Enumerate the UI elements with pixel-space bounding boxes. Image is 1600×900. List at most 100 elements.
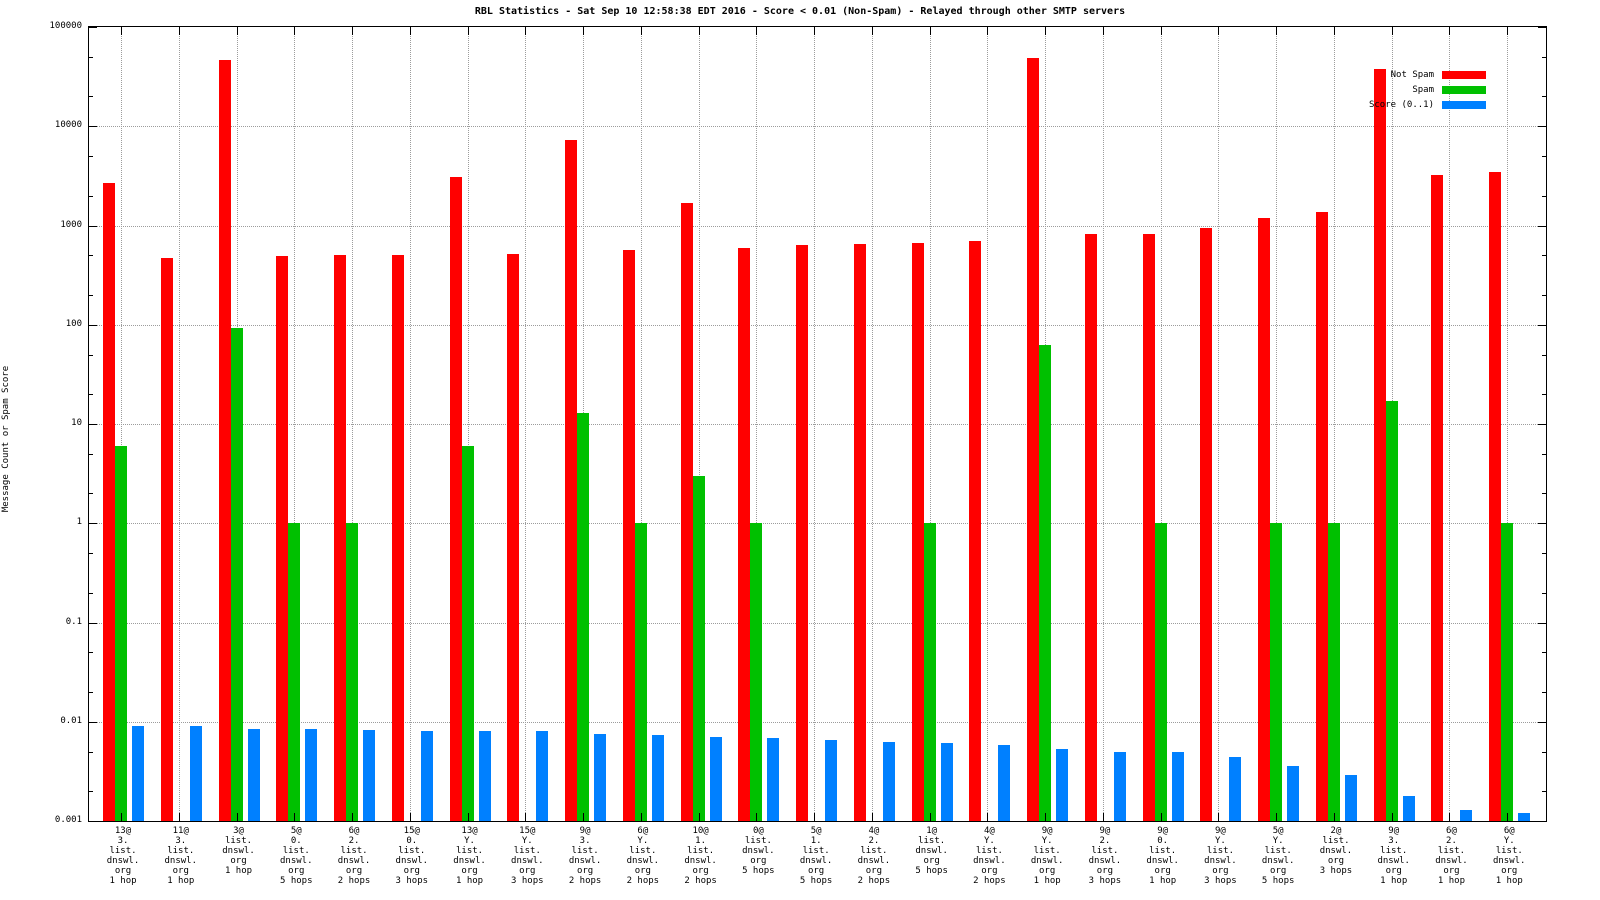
y-tick-mark	[1538, 424, 1546, 425]
v-gridline	[409, 27, 411, 821]
bar-score	[478, 731, 491, 821]
x-tick-label: 9@ 0. list. dnswl. org 1 hop	[1146, 826, 1179, 886]
h-gridline	[89, 622, 1546, 624]
x-tick-label: 5@ 0. list. dnswl. org 5 hops	[280, 826, 313, 886]
x-tick-label: 6@ 2. list. dnswl. org 1 hop	[1435, 826, 1468, 886]
y-tick-label: 1	[76, 517, 82, 528]
h-gridline	[89, 126, 1546, 128]
y-minor-tick	[1542, 493, 1546, 495]
bar-score	[1229, 757, 1242, 821]
x-tick-label: 9@ Y. list. dnswl. org 3 hops	[1204, 826, 1237, 886]
y-minor-tick	[1542, 652, 1546, 654]
bar-not-spam	[1489, 171, 1502, 821]
x-tick-mark	[1333, 27, 1335, 35]
x-tick-mark	[121, 27, 122, 35]
bar-not-spam	[1084, 234, 1097, 821]
bar-spam	[230, 328, 243, 821]
bar-spam	[1039, 345, 1052, 821]
x-tick-label: 9@ Y. list. dnswl. org 1 hop	[1030, 826, 1064, 886]
x-tick-label: 2@ list. dnswl. org 3 hops	[1319, 826, 1353, 876]
y-minor-tick	[89, 56, 93, 58]
x-tick-label: 9@ 2. list. dnswl. org 3 hops	[1088, 826, 1122, 886]
bar-not-spam	[1142, 234, 1155, 821]
y-minor-tick	[89, 453, 93, 455]
bar-spam	[923, 523, 936, 821]
bar-not-spam	[103, 182, 115, 821]
bar-not-spam	[565, 140, 578, 821]
x-tick-mark	[294, 27, 296, 35]
bar-not-spam	[1373, 68, 1386, 821]
bar-not-spam	[1027, 57, 1040, 821]
x-tick-label: 1@ list. dnswl. org 5 hops	[915, 826, 948, 876]
bar-spam	[750, 523, 763, 821]
x-tick-mark	[1449, 27, 1451, 35]
y-minor-tick	[1542, 791, 1546, 793]
v-gridline	[1507, 27, 1509, 821]
bar-not-spam	[1315, 211, 1328, 821]
y-tick-mark	[1538, 324, 1546, 326]
x-tick-label: 13@ 3. list. dnswl. org 1 hop	[106, 826, 140, 886]
bar-score	[882, 741, 895, 821]
h-gridline	[89, 523, 1546, 525]
y-minor-tick	[89, 691, 93, 693]
bar-score	[1402, 795, 1415, 821]
y-tick-mark	[1538, 821, 1546, 822]
y-tick-label: 10000	[54, 120, 82, 131]
y-minor-tick	[89, 96, 93, 98]
y-tick-label: 100000	[49, 21, 82, 31]
x-tick-mark	[525, 27, 527, 35]
y-tick-mark	[89, 721, 97, 723]
x-tick-mark	[409, 27, 411, 35]
v-gridline	[121, 27, 122, 821]
bar-score	[940, 743, 953, 821]
h-gridline	[89, 424, 1546, 425]
bar-score	[536, 731, 549, 821]
y-tick-label: 10	[71, 418, 82, 428]
x-tick-label: 9@ 3. list. dnswl. org 1 hop	[1377, 826, 1410, 886]
bar-spam	[288, 523, 301, 821]
x-tick-label: 4@ Y. list. dnswl. org 2 hops	[973, 826, 1006, 886]
x-tick-mark	[178, 813, 180, 821]
y-minor-tick	[89, 592, 93, 594]
x-tick-mark	[525, 813, 527, 821]
bar-not-spam	[449, 176, 462, 821]
legend: Not Spam Spam Score (0..1)	[1369, 67, 1486, 112]
y-minor-tick	[1542, 394, 1546, 396]
y-minor-tick	[89, 195, 93, 197]
x-tick-mark	[583, 27, 585, 35]
legend-swatch	[1442, 85, 1486, 94]
v-gridline	[178, 27, 180, 821]
legend-label: Spam	[1412, 84, 1434, 95]
x-tick-mark	[1218, 813, 1220, 821]
x-tick-mark	[352, 813, 354, 821]
x-tick-mark	[1102, 27, 1104, 35]
bar-spam	[346, 523, 359, 821]
legend-label: Not Spam	[1390, 69, 1434, 80]
bar-score	[1460, 809, 1473, 821]
y-minor-tick	[1542, 255, 1546, 257]
y-axis-label: Message Count or Spam Score	[1, 365, 11, 513]
y-tick-label: 1000	[60, 219, 82, 230]
bar-score	[767, 738, 780, 821]
v-gridline	[1449, 27, 1451, 821]
y-tick-mark	[1538, 523, 1546, 525]
v-gridline	[1218, 27, 1220, 821]
y-minor-tick	[89, 394, 93, 396]
x-tick-label: 13@ Y. list. dnswl. org 1 hop	[453, 826, 486, 886]
y-tick-mark	[89, 424, 97, 425]
bar-not-spam	[911, 243, 924, 821]
x-tick-mark	[814, 813, 816, 821]
y-minor-tick	[89, 156, 93, 158]
v-gridline	[756, 27, 758, 821]
bar-spam	[692, 475, 705, 821]
bar-not-spam	[218, 60, 231, 821]
y-minor-tick	[89, 553, 93, 555]
x-tick-mark	[1160, 813, 1162, 821]
x-tick-mark	[583, 813, 585, 821]
bar-not-spam	[796, 245, 809, 821]
y-minor-tick	[89, 354, 93, 356]
y-tick-mark	[89, 523, 97, 525]
x-tick-label: 6@ Y. list. dnswl. org 1 hop	[1492, 826, 1526, 886]
x-tick-mark	[1391, 813, 1393, 821]
x-tick-mark	[756, 813, 758, 821]
